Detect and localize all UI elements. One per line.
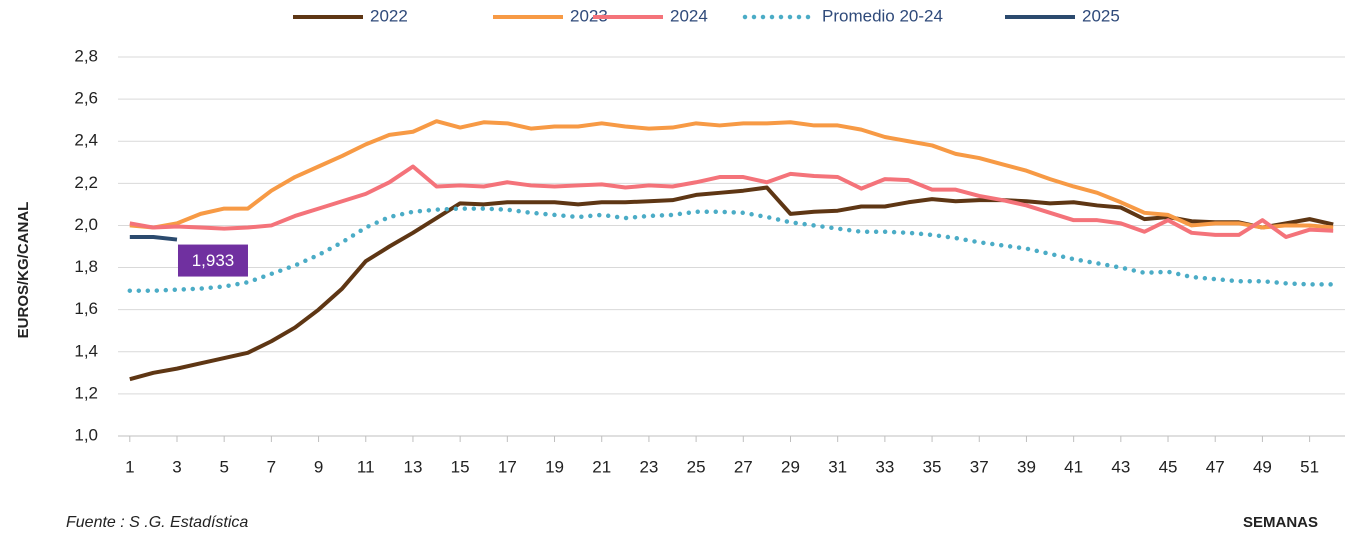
y-tick-label: 2,6 <box>74 89 98 108</box>
series-line <box>129 164 1334 240</box>
x-tick-label: 39 <box>1017 457 1036 476</box>
x-tick-label: 7 <box>267 457 276 476</box>
source: Fuente : S .G. Estadística <box>66 514 248 531</box>
y-axis-label: EUROS/KG/CANAL <box>15 202 32 339</box>
y-tick-label: 1,0 <box>74 425 98 444</box>
series-line <box>129 185 1334 382</box>
y-tick-label: 1,6 <box>74 299 98 318</box>
data-label: 1,933 <box>192 251 235 270</box>
x-tick-label: 27 <box>734 457 753 476</box>
y-tick-label: 2,0 <box>74 215 98 234</box>
x-tick-label: 23 <box>639 457 658 476</box>
x-tick-label: 41 <box>1064 457 1083 476</box>
x-tick-label: 11 <box>357 457 375 476</box>
y-tick-label: 1,2 <box>74 383 98 402</box>
x-tick-label: 17 <box>498 457 517 476</box>
x-tick-label: 31 <box>828 457 847 476</box>
x-tick-label: 13 <box>403 457 422 476</box>
x-tick-label: 3 <box>172 457 181 476</box>
x-tick-label: 5 <box>219 457 228 476</box>
series-line <box>129 119 1334 230</box>
x-tick-label: 15 <box>451 457 470 476</box>
x-tick-label: 25 <box>687 457 706 476</box>
x-tick-label: 49 <box>1253 457 1272 476</box>
legend-text: 2023 <box>570 6 608 25</box>
legend-text: Promedio 20-24 <box>822 6 943 25</box>
data-label-box <box>177 244 248 277</box>
x-tick-label: 21 <box>592 457 611 476</box>
x-tick-label: 51 <box>1300 457 1319 476</box>
x-tick-label: 37 <box>970 457 989 476</box>
x-tick-label: 43 <box>1111 457 1130 476</box>
series-line <box>127 206 1336 293</box>
x-axis-label: SEMANAS <box>1243 514 1318 531</box>
y-tick-label: 2,8 <box>74 46 98 65</box>
x-tick-label: 19 <box>545 457 564 476</box>
y-tick-label: 1,4 <box>74 341 98 360</box>
x-tick-label: 9 <box>314 457 323 476</box>
x-tick-label: 35 <box>923 457 942 476</box>
x-tick-label: 29 <box>781 457 800 476</box>
legend-text: 2024 <box>670 6 708 25</box>
x-tick-label: 1 <box>125 457 134 476</box>
y-tick-label: 1,8 <box>74 257 98 276</box>
y-tick-label: 2,2 <box>74 173 98 192</box>
x-tick-label: 47 <box>1206 457 1225 476</box>
legend-text: 2022 <box>370 6 408 25</box>
series-line <box>129 235 178 242</box>
legend-text: 2025 <box>1082 6 1120 25</box>
x-tick-label: 33 <box>875 457 894 476</box>
x-tick-label: 45 <box>1159 457 1178 476</box>
y-tick-label: 2,4 <box>74 131 98 150</box>
